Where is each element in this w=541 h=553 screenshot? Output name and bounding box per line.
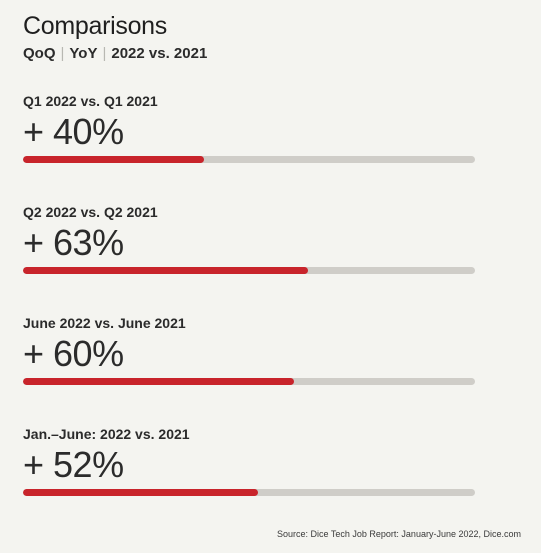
subtitle-qoq: QoQ bbox=[23, 45, 56, 62]
comparison-item: Q1 2022 vs. Q1 2021 + 40% bbox=[23, 92, 476, 192]
comparison-value: + 63% bbox=[23, 222, 124, 263]
comparison-label: Jan.–June: 2022 vs. 2021 bbox=[23, 426, 190, 442]
comparison-item: June 2022 vs. June 2021 + 60% bbox=[23, 314, 476, 414]
bar-track bbox=[23, 489, 475, 496]
comparison-value: + 52% bbox=[23, 444, 124, 485]
comparison-value: + 40% bbox=[23, 111, 124, 152]
source-note: Source: Dice Tech Job Report: January-Ju… bbox=[277, 529, 521, 539]
comparison-label: June 2022 vs. June 2021 bbox=[23, 315, 186, 331]
comparison-label: Q2 2022 vs. Q2 2021 bbox=[23, 204, 158, 220]
subtitle-separator: | bbox=[102, 45, 107, 62]
subtitle-yoy: YoY bbox=[69, 45, 98, 62]
subtitle-years: 2022 vs. 2021 bbox=[111, 45, 208, 62]
bar-fill bbox=[23, 156, 204, 163]
comparison-item: Jan.–June: 2022 vs. 2021 + 52% bbox=[23, 425, 476, 525]
bar-track bbox=[23, 378, 475, 385]
comparison-label: Q1 2022 vs. Q1 2021 bbox=[23, 93, 158, 109]
bar-track bbox=[23, 156, 475, 163]
subtitle-separator: | bbox=[60, 45, 65, 62]
bar-fill bbox=[23, 267, 308, 274]
bar-track bbox=[23, 267, 475, 274]
comparison-value: + 60% bbox=[23, 333, 124, 374]
bar-fill bbox=[23, 378, 295, 385]
bar-fill bbox=[23, 489, 259, 496]
subtitle: QoQ | YoY | 2022 vs. 2021 bbox=[23, 44, 207, 64]
comparison-item: Q2 2022 vs. Q2 2021 + 63% bbox=[23, 203, 476, 303]
page-title: Comparisons bbox=[23, 12, 167, 40]
